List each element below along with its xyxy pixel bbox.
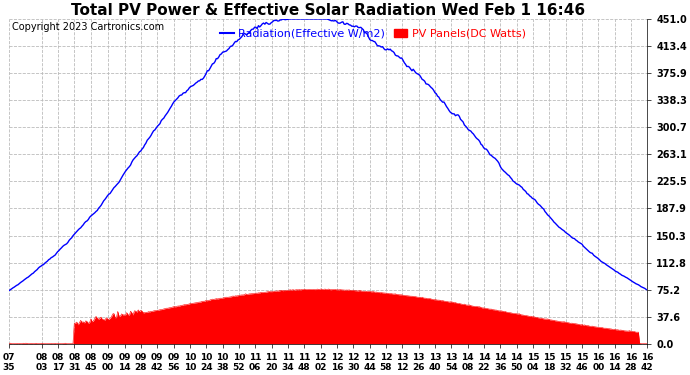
Legend: Radiation(Effective W/m2), PV Panels(DC Watts): Radiation(Effective W/m2), PV Panels(DC …: [216, 24, 530, 44]
Title: Total PV Power & Effective Solar Radiation Wed Feb 1 16:46: Total PV Power & Effective Solar Radiati…: [71, 3, 585, 18]
Text: Copyright 2023 Cartronics.com: Copyright 2023 Cartronics.com: [12, 22, 164, 32]
